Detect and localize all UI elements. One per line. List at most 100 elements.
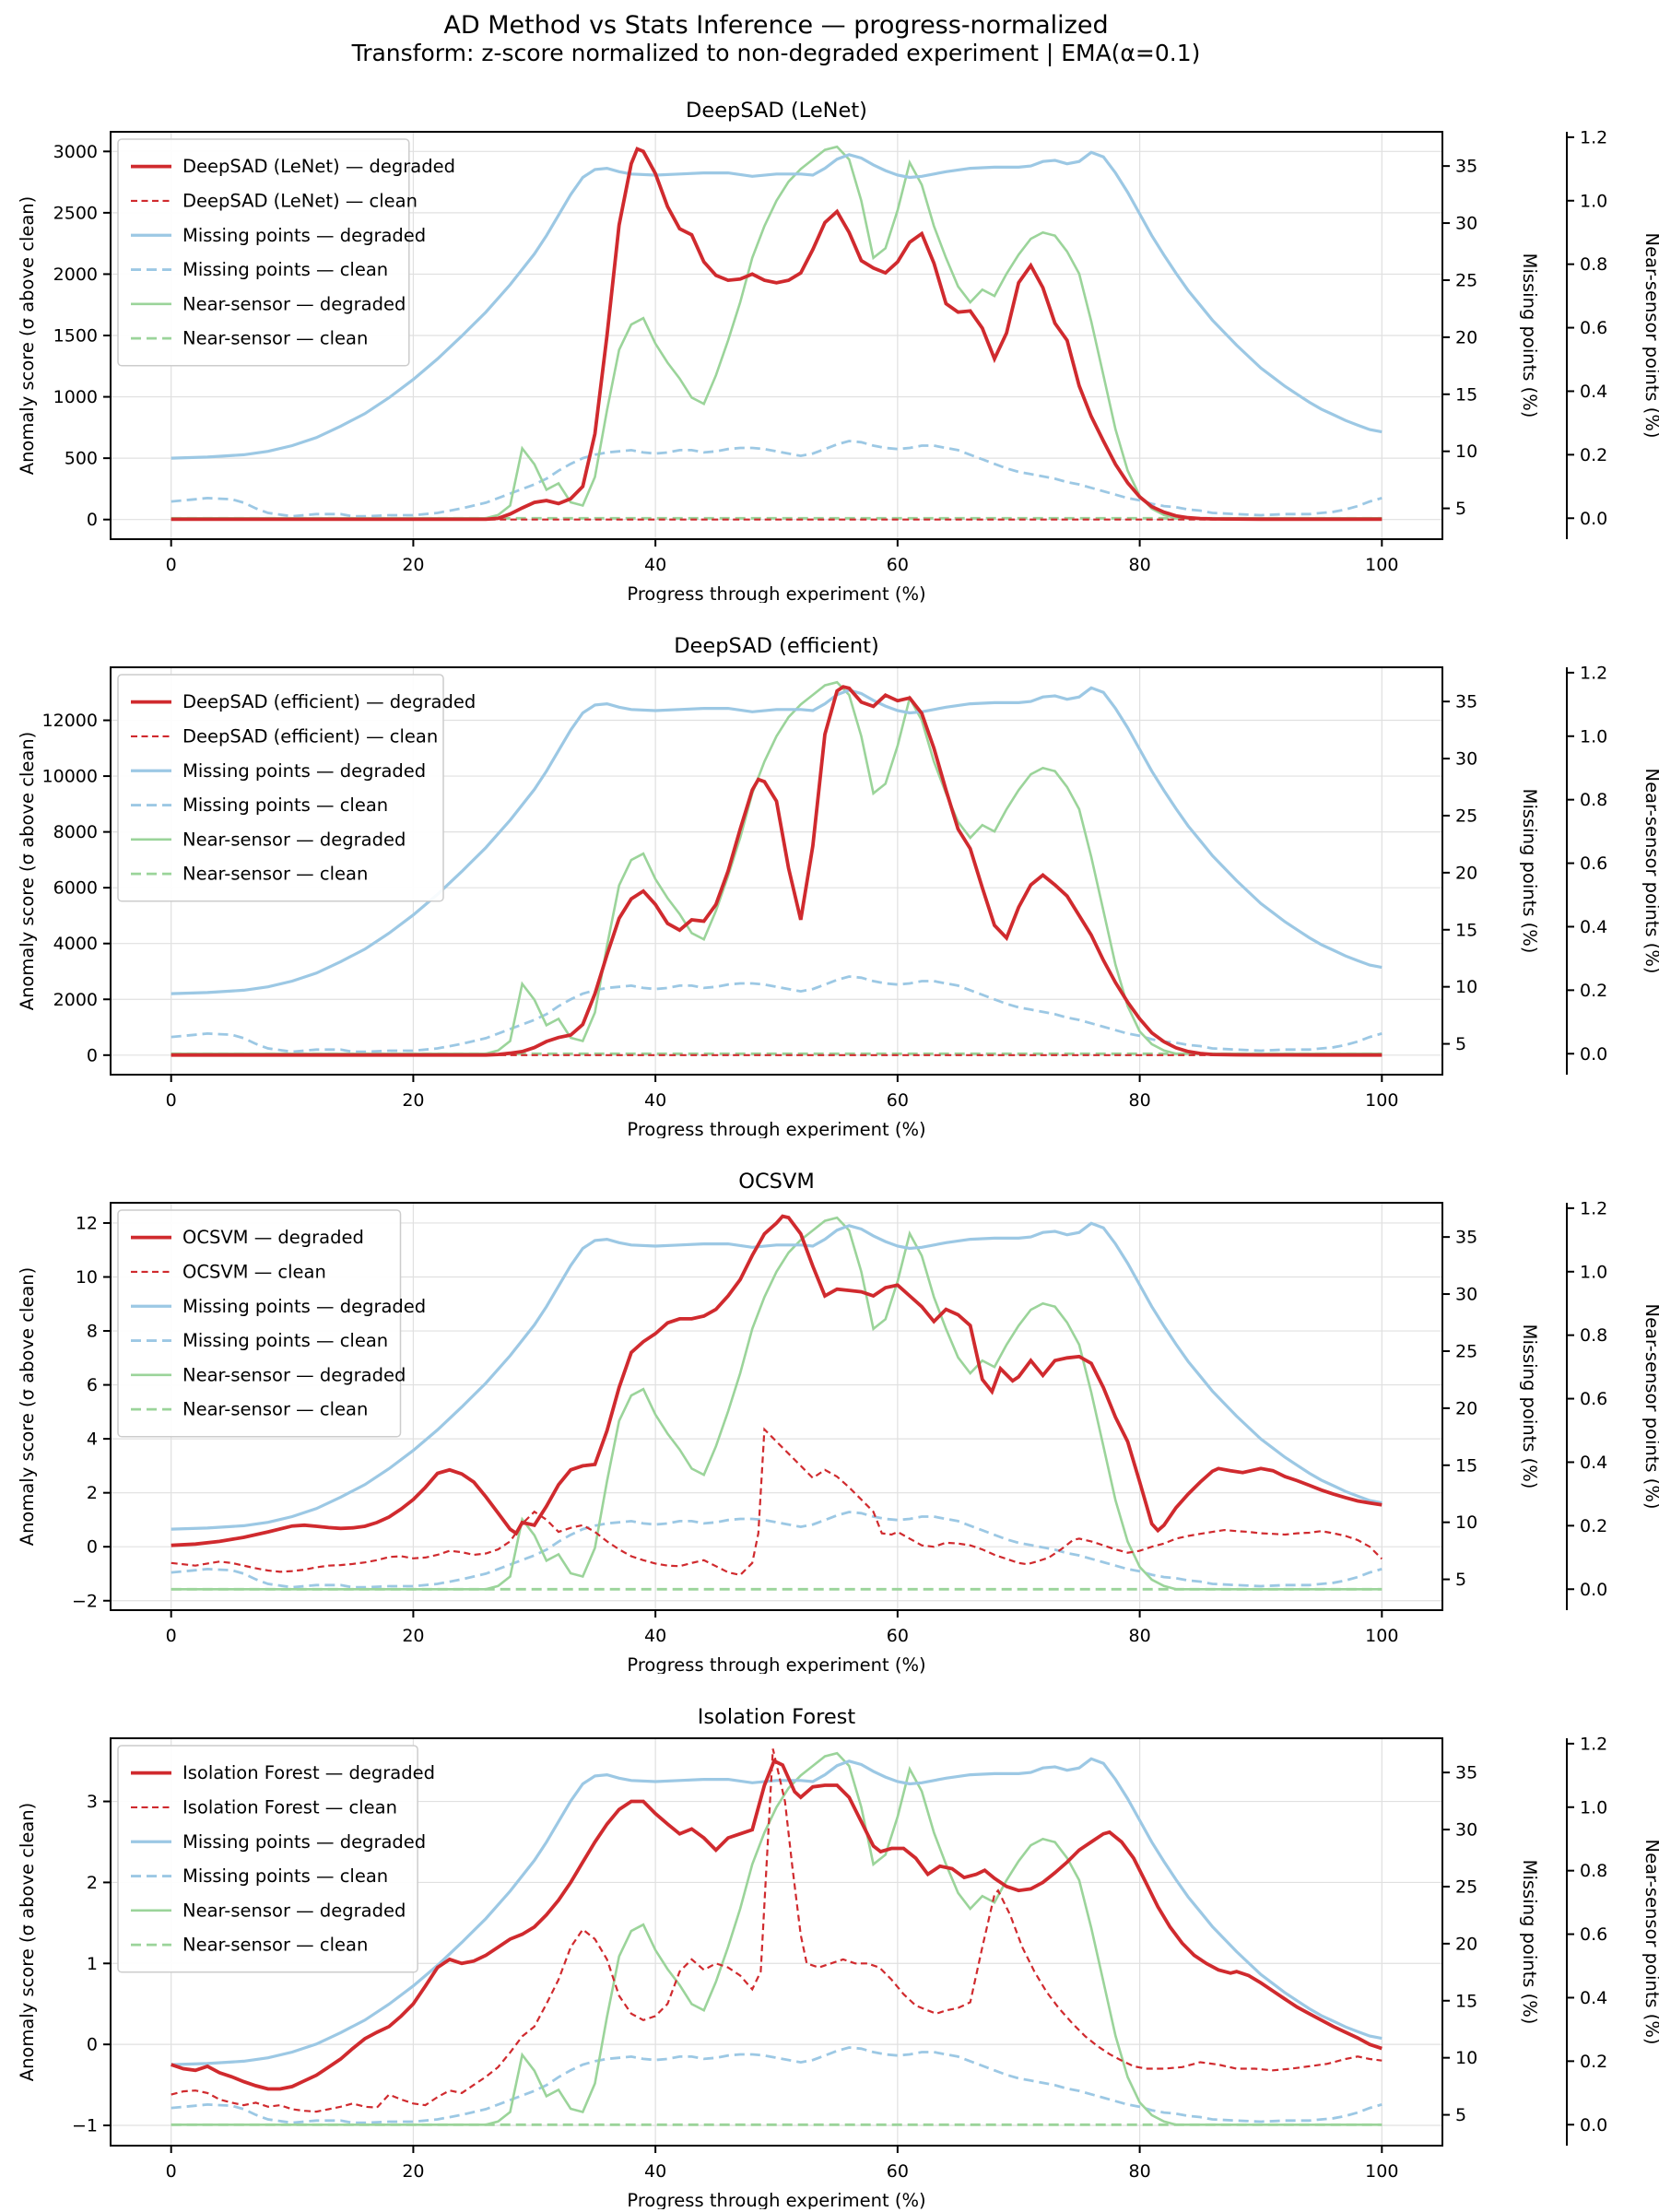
svg-text:6000: 6000 [53, 878, 98, 899]
svg-text:10: 10 [1455, 441, 1477, 462]
legend-box [117, 1209, 402, 1438]
left-axis-ticks: −2 0 2 4 6 8 10 12 [72, 1214, 111, 1611]
svg-text:10: 10 [1455, 977, 1477, 997]
ocsvm-clean-line [171, 1427, 1383, 1577]
svg-text:1.0: 1.0 [1580, 191, 1607, 211]
svg-text:0.6: 0.6 [1580, 1389, 1607, 1409]
near-axis-label: Near-sensor points (%) [1641, 1304, 1659, 1510]
legend-label: Missing points — degraded [182, 225, 426, 246]
x-axis-label: Progress through experiment (%) [627, 2190, 925, 2209]
legend-label: Isolation Forest — degraded [182, 1762, 435, 1783]
svg-text:0: 0 [87, 1045, 98, 1065]
near-axis: 0.0 0.2 0.4 0.6 0.8 1.0 1.2 [1566, 663, 1607, 1076]
svg-text:10: 10 [76, 1267, 98, 1288]
svg-text:4: 4 [87, 1430, 98, 1450]
svg-text:60: 60 [887, 555, 909, 575]
svg-text:2500: 2500 [53, 203, 98, 223]
svg-text:0.2: 0.2 [1580, 445, 1607, 465]
legend-label: OCSVM — degraded [182, 1227, 364, 1248]
left-axis-label: Anomaly score (σ above clean) [17, 196, 38, 476]
svg-text:20: 20 [402, 2161, 424, 2182]
svg-text:0.2: 0.2 [1580, 2052, 1607, 2072]
plot-border [110, 1202, 1443, 1612]
svg-text:80: 80 [1128, 2161, 1150, 2182]
left-axis-ticks: −1 0 1 2 3 [72, 1792, 111, 2136]
svg-text:30: 30 [1455, 214, 1477, 234]
svg-text:80: 80 [1128, 1626, 1150, 1646]
legend: DeepSAD (LeNet) — degraded DeepSAD (LeNet… [117, 138, 455, 367]
svg-text:2000: 2000 [53, 265, 98, 285]
x-axis-label: Progress through experiment (%) [627, 583, 925, 603]
legend-label: Missing points — degraded [182, 1296, 426, 1317]
left-axis-label: Anomaly score (σ above clean) [17, 732, 38, 1011]
svg-text:1.2: 1.2 [1580, 1734, 1607, 1754]
svg-text:0.4: 0.4 [1580, 917, 1607, 937]
missing-points-degraded-line [171, 1221, 1382, 1531]
subplot-title: OCSVM [738, 1170, 815, 1194]
missing-points-clean-line [171, 2046, 1382, 2124]
missing-points-degraded-line [171, 1757, 1382, 2066]
x-axis-label: Progress through experiment (%) [627, 1654, 925, 1674]
subplot-title: Isolation Forest [698, 1705, 856, 1729]
svg-text:20: 20 [1455, 863, 1477, 883]
svg-text:0.6: 0.6 [1580, 318, 1607, 338]
subplot-title: DeepSAD (LeNet) [686, 99, 867, 123]
legend-label: Near-sensor — degraded [182, 1364, 406, 1385]
svg-text:1.2: 1.2 [1580, 127, 1607, 147]
svg-text:5: 5 [1455, 1570, 1466, 1590]
svg-text:1.0: 1.0 [1580, 726, 1607, 747]
svg-text:0.2: 0.2 [1580, 1516, 1607, 1536]
near-sensor-degraded-line [171, 145, 1382, 520]
svg-text:35: 35 [1455, 692, 1477, 712]
svg-text:20: 20 [1455, 1398, 1477, 1418]
svg-text:15: 15 [1455, 1455, 1477, 1476]
svg-text:1: 1 [87, 1954, 98, 1974]
subplot-stack: 0 500 1000 1500 2000 2500 3000 0 20 40 60 80 100 5 10 1… [0, 67, 1659, 2209]
svg-text:0.4: 0.4 [1580, 1988, 1607, 2008]
missing-axis-label: Missing points (%) [1519, 789, 1540, 954]
legend-label: Isolation Forest — clean [182, 1796, 397, 1818]
svg-text:15: 15 [1455, 1991, 1477, 2011]
svg-text:25: 25 [1455, 1341, 1477, 1361]
svg-text:0.8: 0.8 [1580, 1325, 1607, 1346]
svg-text:25: 25 [1455, 270, 1477, 290]
missing-axis-ticks: 5 10 15 20 25 30 35 [1442, 1228, 1477, 1590]
svg-text:35: 35 [1455, 157, 1477, 177]
legend: OCSVM — degraded OCSVM — clean Missing poi… [117, 1209, 426, 1438]
svg-text:0.6: 0.6 [1580, 853, 1607, 874]
svg-text:0.2: 0.2 [1580, 981, 1607, 1001]
missing-axis-label: Missing points (%) [1519, 1324, 1540, 1489]
legend-label: Missing points — clean [182, 1865, 388, 1887]
left-axis-label: Anomaly score (σ above clean) [17, 1803, 38, 2082]
svg-text:0.6: 0.6 [1580, 1924, 1607, 1945]
svg-text:1.0: 1.0 [1580, 1262, 1607, 1282]
svg-text:0.4: 0.4 [1580, 382, 1607, 402]
legend-label: Near-sensor — degraded [182, 293, 406, 314]
missing-axis-ticks: 5 10 15 20 25 30 35 [1442, 1763, 1477, 2125]
svg-text:100: 100 [1365, 1626, 1398, 1646]
svg-text:10000: 10000 [42, 767, 98, 787]
svg-text:−2: −2 [72, 1591, 98, 1611]
svg-text:40: 40 [644, 1090, 666, 1111]
panel-deepsad-lenet-chart: 0 500 1000 1500 2000 2500 3000 0 20 40 60 80 100 5 10 1… [17, 99, 1659, 603]
panel-ocsvm: −2 0 2 4 6 8 10 12 0 20 40 60 80 100 5 10 15 20 25 30 35 0.0 0… [0, 1138, 1659, 1674]
svg-text:30: 30 [1455, 1820, 1477, 1841]
svg-text:60: 60 [887, 2161, 909, 2182]
missing-points-clean-line [171, 1511, 1382, 1589]
suptitle-line2: Transform: z-score normalized to non-deg… [351, 40, 1201, 67]
svg-text:100: 100 [1365, 2161, 1398, 2182]
missing-points-degraded-line [171, 686, 1382, 995]
svg-text:1.0: 1.0 [1580, 1797, 1607, 1818]
near-axis: 0.0 0.2 0.4 0.6 0.8 1.0 1.2 [1566, 1734, 1607, 2147]
svg-text:10: 10 [1455, 1512, 1477, 1533]
legend-label: Near-sensor — clean [182, 328, 368, 349]
svg-text:10: 10 [1455, 2048, 1477, 2068]
legend: Isolation Forest — degraded Isolation For… [117, 1745, 435, 1973]
svg-text:500: 500 [65, 449, 98, 469]
left-axis-label: Anomaly score (σ above clean) [17, 1267, 38, 1547]
deepsad-efficient-degraded-line [171, 685, 1382, 1057]
svg-text:2: 2 [87, 1483, 98, 1503]
svg-text:−1: −1 [72, 2116, 98, 2136]
